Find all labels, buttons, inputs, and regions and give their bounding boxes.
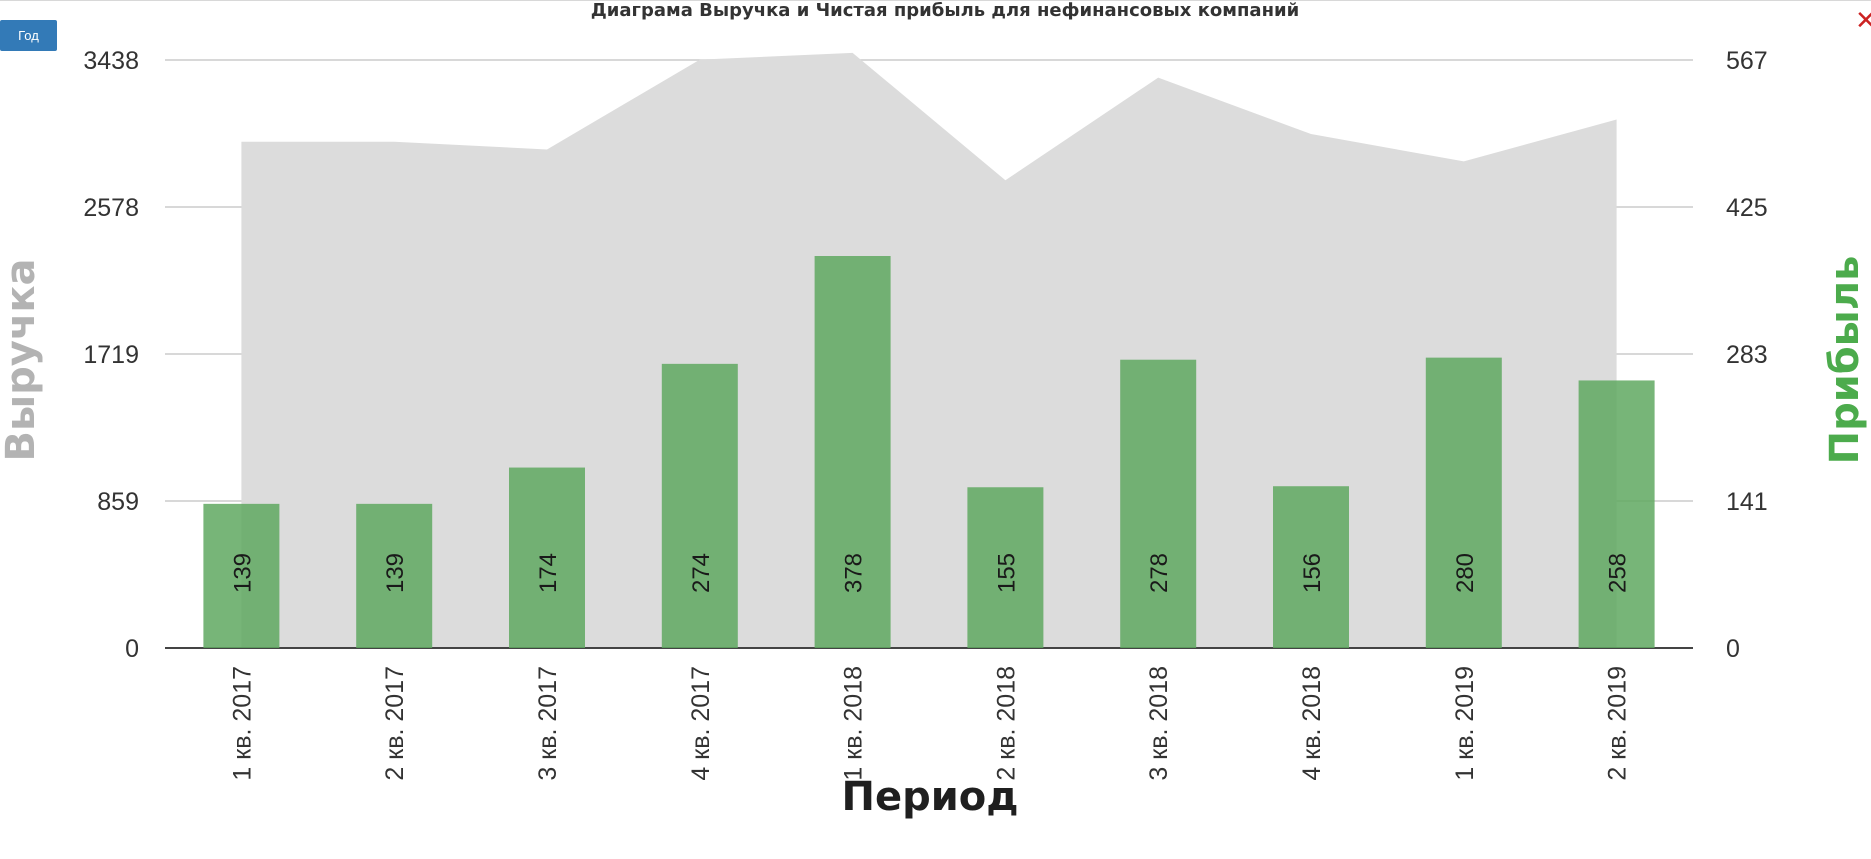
profit-bar: [967, 487, 1044, 648]
bar-data-label: 280: [1452, 553, 1479, 593]
bar-data-label: 156: [1299, 553, 1326, 593]
profit-bar-layer: [203, 256, 1655, 648]
y-tick-right: 425: [1726, 194, 1768, 222]
profit-bar: [1578, 380, 1655, 648]
y-tick-right: 567: [1726, 47, 1768, 75]
y-tick-right: 283: [1726, 341, 1768, 369]
bar-data-label: 155: [993, 553, 1020, 593]
bar-data-label: 378: [841, 553, 868, 593]
x-category-label: 2 кв. 2019: [1604, 666, 1632, 781]
x-category-label: 4 кв. 2018: [1298, 666, 1326, 781]
y-tick-left: 3438: [83, 47, 139, 75]
x-category-label: 1 кв. 2019: [1451, 666, 1479, 781]
bar-data-label: 278: [1146, 553, 1173, 593]
y-tick-left: 0: [125, 635, 139, 663]
x-category-label: 3 кв. 2018: [1145, 666, 1173, 781]
y-tick-left: 859: [97, 488, 139, 516]
tick-label-layer: 0 859 1719 2578 3438 0 141 283 425 567: [83, 47, 1767, 663]
bar-data-label: 274: [688, 553, 715, 593]
profit-bar: [356, 503, 433, 648]
y-tick-left: 1719: [83, 341, 139, 369]
x-category-label: 2 кв. 2018: [992, 666, 1020, 781]
profit-bar: [509, 467, 585, 648]
profit-bar: [1425, 357, 1502, 648]
x-axis-label: Период: [841, 774, 1018, 820]
year-button[interactable]: Год: [0, 20, 57, 51]
y-tick-right: 141: [1726, 488, 1768, 516]
close-icon[interactable]: ✕: [1855, 6, 1871, 36]
profit-bar: [1120, 359, 1197, 648]
x-category-label: 1 кв. 2017: [228, 666, 256, 781]
profit-bar: [203, 503, 280, 648]
x-category-label: 2 кв. 2017: [381, 666, 409, 781]
category-label-layer: 1 кв. 2017 2 кв. 2017 3 кв. 2017 4 кв. 2017…: [228, 666, 1631, 781]
y-axis-left-label: Выручка: [0, 259, 44, 462]
chart-title: Диаграма Выручка и Чистая прибыль для не…: [591, 0, 1299, 21]
y-axis-right-label: Прибыль: [1822, 256, 1868, 465]
bar-data-label: 139: [229, 553, 256, 593]
x-category-label: 1 кв. 2018: [840, 666, 868, 781]
x-category-label: 3 кв. 2017: [534, 666, 562, 781]
bar-data-label: 139: [382, 553, 409, 593]
profit-bar: [1273, 486, 1349, 648]
profit-bar: [661, 363, 738, 648]
x-category-label: 4 кв. 2017: [687, 666, 715, 781]
y-tick-left: 2578: [83, 194, 139, 222]
data-label-layer: 139 139 174 274 378 155 278 156 280 258: [229, 553, 1631, 593]
bar-data-label: 174: [535, 553, 562, 593]
top-divider: [0, 0, 1871, 1]
y-tick-right: 0: [1726, 635, 1740, 663]
revenue-area: [241, 52, 1617, 648]
profit-bar: [814, 256, 891, 648]
bar-data-label: 258: [1605, 553, 1632, 593]
